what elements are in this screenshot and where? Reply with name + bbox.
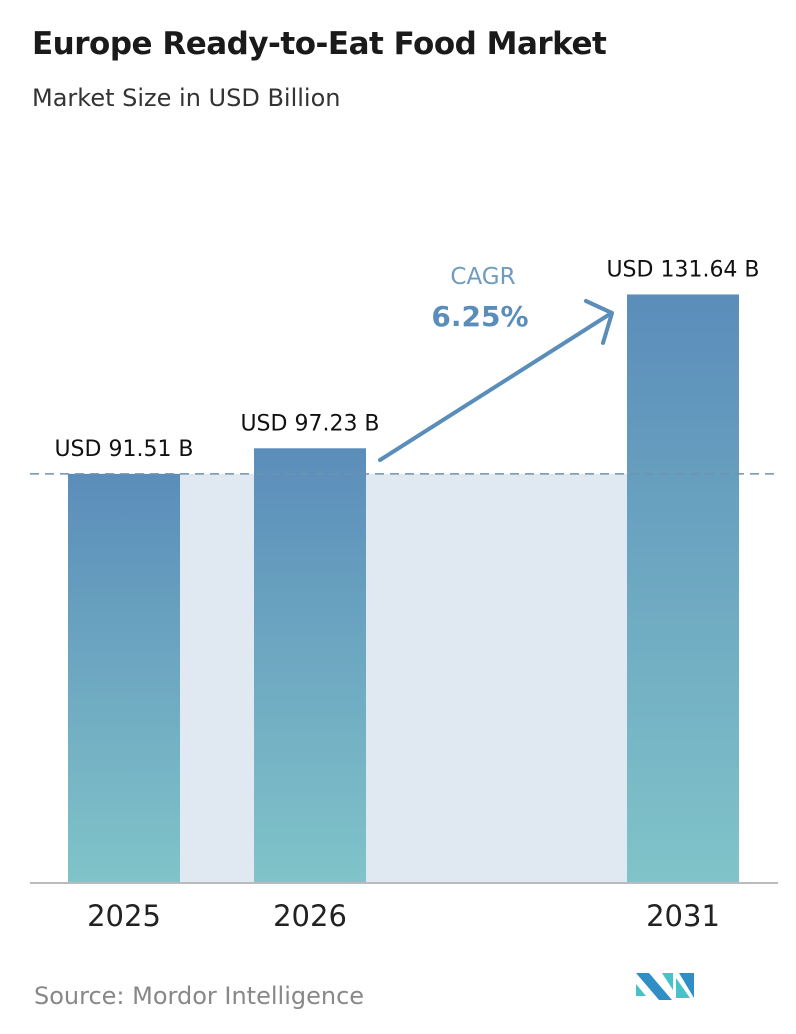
chart-title: Europe Ready-to-Eat Food Market [32,26,607,62]
cagr-label: CAGR [450,264,515,290]
bar-2026 [254,448,366,883]
cagr-value: 6.25% [431,300,528,333]
x-tick-2031: 2031 [646,899,720,933]
bar-2025 [68,473,180,883]
x-tick-2025: 2025 [87,899,161,933]
chart-subtitle: Market Size in USD Billion [32,84,341,112]
mordor-logo [636,973,694,1000]
data-label-2031: USD 131.64 B [606,257,759,282]
source-text: Source: Mordor Intelligence [34,982,365,1010]
data-label-2025: USD 91.51 B [54,437,193,462]
x-tick-2026: 2026 [273,899,347,933]
bar-2031 [627,294,739,884]
data-label-2026: USD 97.23 B [240,411,379,436]
cagr-arrow [378,299,614,462]
